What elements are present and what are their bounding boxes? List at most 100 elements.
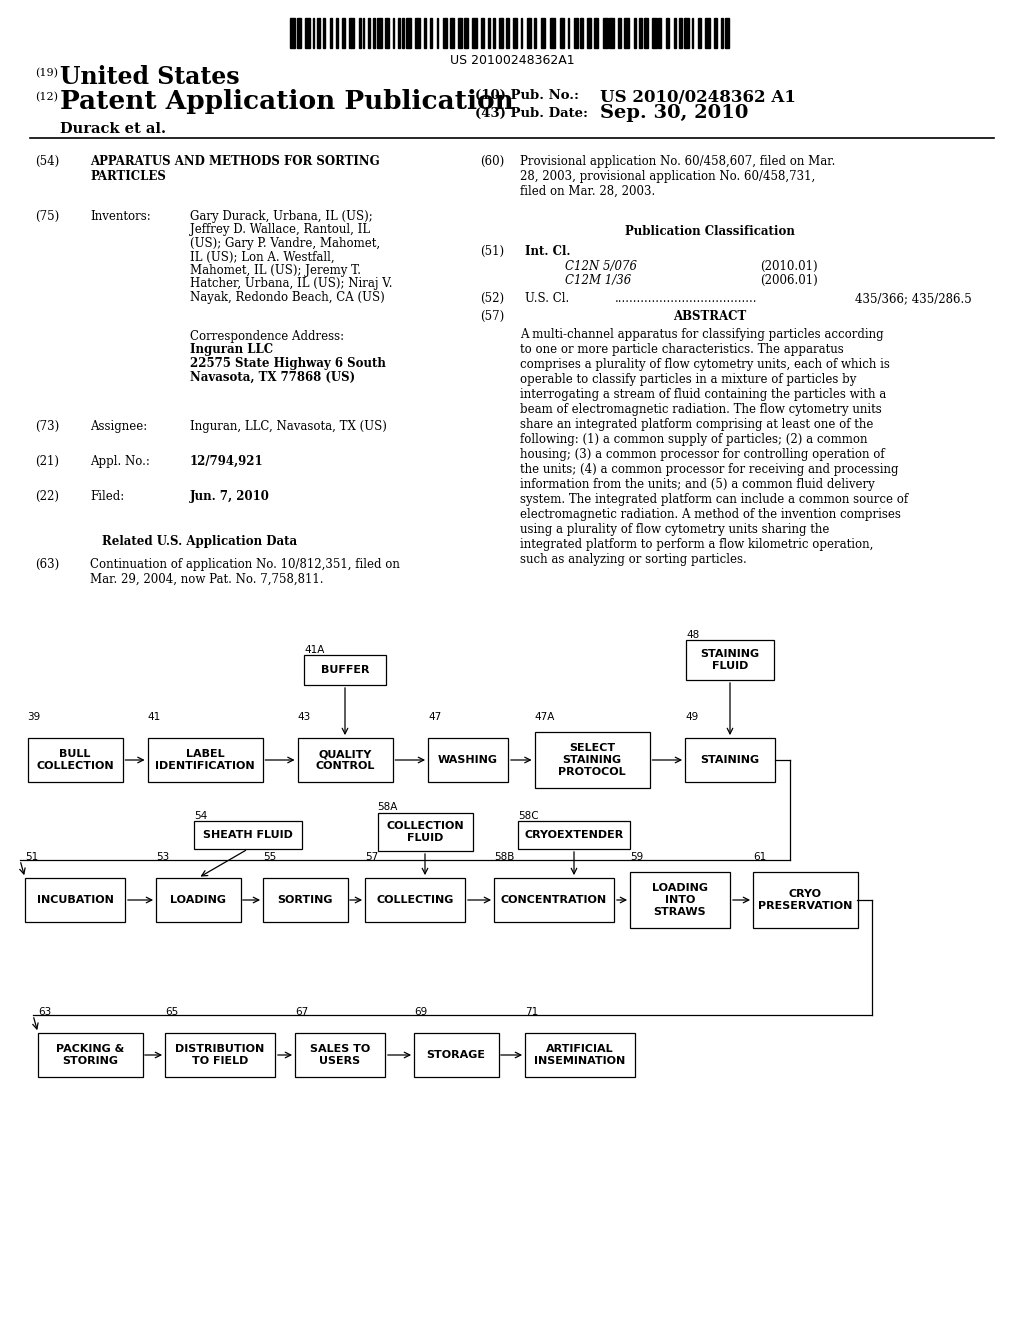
FancyBboxPatch shape (378, 813, 472, 851)
Text: 435/366; 435/286.5: 435/366; 435/286.5 (855, 292, 972, 305)
Text: LOADING: LOADING (170, 895, 226, 906)
Text: Int. Cl.: Int. Cl. (525, 246, 570, 257)
Text: CRYO
PRESERVATION: CRYO PRESERVATION (758, 890, 852, 911)
Bar (337, 18, 338, 48)
Text: COLLECTING: COLLECTING (376, 895, 454, 906)
Bar (402, 18, 404, 48)
FancyBboxPatch shape (28, 738, 123, 781)
Text: (63): (63) (35, 558, 59, 572)
Text: (52): (52) (480, 292, 504, 305)
Text: 59: 59 (630, 851, 643, 862)
Text: 63: 63 (38, 1007, 51, 1016)
Text: INCUBATION: INCUBATION (37, 895, 114, 906)
Text: (57): (57) (480, 310, 504, 323)
Bar (658, 18, 662, 48)
FancyBboxPatch shape (38, 1034, 142, 1077)
Text: APPARATUS AND METHODS FOR SORTING
PARTICLES: APPARATUS AND METHODS FOR SORTING PARTIC… (90, 154, 380, 183)
Bar (398, 18, 400, 48)
Bar (330, 18, 332, 48)
Bar (481, 18, 484, 48)
Bar (550, 18, 555, 48)
Text: Inventors:: Inventors: (90, 210, 151, 223)
Bar (384, 18, 388, 48)
Text: WASHING: WASHING (438, 755, 498, 766)
Text: 57: 57 (365, 851, 378, 862)
Text: Inguran, LLC, Navasota, TX (US): Inguran, LLC, Navasota, TX (US) (190, 420, 387, 433)
Text: (2006.01): (2006.01) (760, 275, 818, 286)
Text: 55: 55 (263, 851, 276, 862)
Text: (75): (75) (35, 210, 59, 223)
FancyBboxPatch shape (630, 873, 730, 928)
Bar (406, 18, 411, 48)
Text: ABSTRACT: ABSTRACT (674, 310, 746, 323)
Bar (534, 18, 536, 48)
FancyBboxPatch shape (298, 738, 392, 781)
Text: US 2010/0248362 A1: US 2010/0248362 A1 (600, 88, 796, 106)
Text: Correspondence Address:: Correspondence Address: (190, 330, 344, 343)
FancyBboxPatch shape (525, 1034, 635, 1077)
Text: U.S. Cl.: U.S. Cl. (525, 292, 569, 305)
Text: Gary Durack, Urbana, IL (US);: Gary Durack, Urbana, IL (US); (190, 210, 373, 223)
Bar (472, 18, 477, 48)
Bar (464, 18, 468, 48)
Bar (349, 18, 354, 48)
Bar (618, 18, 621, 48)
Text: Jun. 7, 2010: Jun. 7, 2010 (190, 490, 270, 503)
Text: Hatcher, Urbana, IL (US); Niraj V.: Hatcher, Urbana, IL (US); Niraj V. (190, 277, 392, 290)
Bar (520, 18, 522, 48)
FancyBboxPatch shape (428, 738, 508, 781)
Bar (541, 18, 545, 48)
Bar (392, 18, 394, 48)
Text: (12): (12) (35, 92, 58, 103)
Text: C12N 5/076: C12N 5/076 (565, 260, 637, 273)
FancyBboxPatch shape (494, 878, 614, 921)
Text: CRYOEXTENDER: CRYOEXTENDER (524, 830, 624, 840)
Bar (674, 18, 676, 48)
Bar (706, 18, 710, 48)
FancyBboxPatch shape (685, 738, 775, 781)
Text: (60): (60) (480, 154, 504, 168)
Text: 12/794,921: 12/794,921 (190, 455, 263, 469)
Text: (22): (22) (35, 490, 59, 503)
Text: 43: 43 (298, 711, 310, 722)
Text: PACKING &
STORING: PACKING & STORING (56, 1044, 124, 1065)
Text: (21): (21) (35, 455, 59, 469)
Bar (369, 18, 370, 48)
Text: 71: 71 (525, 1007, 539, 1016)
Text: (19): (19) (35, 69, 58, 78)
Bar (450, 18, 454, 48)
Text: 47A: 47A (535, 711, 555, 722)
Bar (513, 18, 517, 48)
Bar (634, 18, 636, 48)
Bar (290, 18, 295, 48)
Text: ......................................: ...................................... (615, 292, 758, 305)
Bar (488, 18, 490, 48)
FancyBboxPatch shape (414, 1034, 499, 1077)
Bar (609, 18, 614, 48)
FancyBboxPatch shape (194, 821, 302, 849)
Text: SELECT
STAINING
PROTOCOL: SELECT STAINING PROTOCOL (558, 743, 626, 776)
Text: Nayak, Redondo Beach, CA (US): Nayak, Redondo Beach, CA (US) (190, 290, 385, 304)
Text: STORAGE: STORAGE (427, 1049, 485, 1060)
Text: 65: 65 (165, 1007, 178, 1016)
Bar (643, 18, 648, 48)
Bar (715, 18, 717, 48)
Text: 54: 54 (194, 810, 207, 821)
Text: SHEATH FLUID: SHEATH FLUID (203, 830, 293, 840)
Bar (587, 18, 591, 48)
Text: 58B: 58B (494, 851, 514, 862)
Text: DISTRIBUTION
TO FIELD: DISTRIBUTION TO FIELD (175, 1044, 264, 1065)
Bar (624, 18, 629, 48)
Text: LABEL
IDENTIFICATION: LABEL IDENTIFICATION (156, 750, 255, 771)
Text: A multi-channel apparatus for classifying particles according
to one or more par: A multi-channel apparatus for classifyin… (520, 327, 908, 566)
Text: STAINING
FLUID: STAINING FLUID (700, 649, 760, 671)
Text: 67: 67 (295, 1007, 308, 1016)
Text: US 20100248362A1: US 20100248362A1 (450, 54, 574, 67)
Bar (436, 18, 438, 48)
Text: Related U.S. Application Data: Related U.S. Application Data (102, 535, 298, 548)
Bar (639, 18, 642, 48)
FancyBboxPatch shape (365, 878, 465, 921)
Text: Provisional application No. 60/458,607, filed on Mar.
28, 2003, provisional appl: Provisional application No. 60/458,607, … (520, 154, 836, 198)
Text: (US); Gary P. Vandre, Mahomet,: (US); Gary P. Vandre, Mahomet, (190, 238, 380, 249)
Bar (527, 18, 531, 48)
